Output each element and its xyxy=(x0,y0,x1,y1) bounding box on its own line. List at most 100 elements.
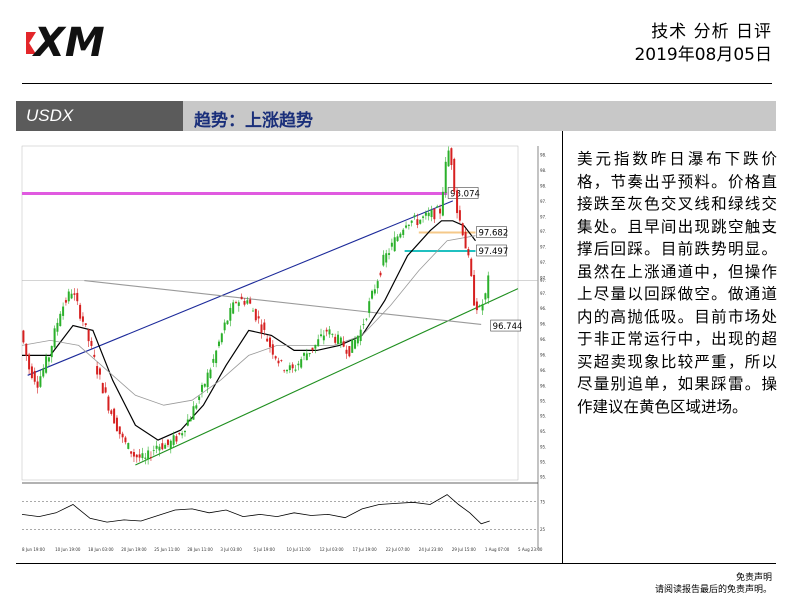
candle-body xyxy=(433,208,436,220)
level-label-box-2 xyxy=(476,244,507,257)
candle-body xyxy=(399,233,402,238)
candle-body xyxy=(130,451,133,454)
candle-body xyxy=(178,432,181,435)
candle-body xyxy=(203,383,206,387)
candle-body xyxy=(305,353,308,361)
commentary-text: 美元指数昨日瀑布下跌价格，节奏出乎预料。价格直接跌至灰色交叉线和绿线交集处。且早… xyxy=(577,150,777,416)
candle-body xyxy=(311,347,314,351)
candle-body xyxy=(371,290,374,299)
section-bar: USDX 趋势：上涨趋势 xyxy=(16,101,776,131)
candle-body xyxy=(209,369,212,378)
oscillator-level-label: 25 xyxy=(540,527,546,532)
candle-body xyxy=(342,341,345,347)
candle-body xyxy=(269,337,271,347)
disclaimer-footer: 免责声明 请阅读报告最后的免责声明。 xyxy=(655,572,772,596)
trendline-1 xyxy=(135,288,519,466)
candle-body xyxy=(93,354,96,357)
candle-body xyxy=(308,352,311,355)
candle-body xyxy=(413,215,416,217)
last-price-label: 97.2?? xyxy=(540,278,546,283)
candle-body xyxy=(470,258,473,277)
candle-body xyxy=(90,340,93,346)
moving-average-0 xyxy=(22,220,476,441)
candle-body xyxy=(79,304,82,319)
candle-body xyxy=(484,293,487,300)
y-tick-label: 95.840 xyxy=(540,414,546,419)
candle-body xyxy=(135,454,138,458)
candle-body xyxy=(84,323,87,325)
candle-body xyxy=(198,396,201,400)
y-tick-label: 98.150 xyxy=(540,183,546,188)
candle-body xyxy=(36,381,39,388)
candle-body xyxy=(453,158,456,192)
x-tick-label: 28 Jun 11:00 xyxy=(187,547,213,552)
x-tick-label: 29 Jul 15:00 xyxy=(452,547,476,552)
candle-body xyxy=(407,224,410,226)
candle-body xyxy=(345,349,348,354)
level-label-box-1 xyxy=(476,226,507,238)
candle-body xyxy=(226,320,229,325)
candle-body xyxy=(441,191,444,216)
x-tick-label: 22 Jul 07:00 xyxy=(386,547,410,552)
candle-body xyxy=(164,444,167,449)
candle-body xyxy=(475,301,478,311)
candle-body xyxy=(76,292,79,302)
candle-body xyxy=(337,334,340,344)
candle-body xyxy=(274,356,277,359)
candle-body xyxy=(237,302,240,306)
price-chart: 98.460 98.305 98.150 97.995 97.840 97.690 97.5… xyxy=(21,145,546,552)
candle-body xyxy=(325,329,328,332)
candle-body xyxy=(98,368,101,375)
y-tick-label: 95.380 xyxy=(540,460,546,465)
chart-frame xyxy=(21,145,519,481)
candle-body xyxy=(110,410,113,414)
panel-divider xyxy=(562,131,563,563)
candle-body xyxy=(427,212,430,217)
x-tick-label: 10 Jul 11:00 xyxy=(287,547,311,552)
candle-body xyxy=(42,368,45,377)
candle-body xyxy=(220,333,223,343)
candle-body xyxy=(410,220,413,223)
y-tick-label: 97.995 xyxy=(540,199,546,204)
level-label-0: 98.074 xyxy=(450,189,480,199)
trendline-0 xyxy=(27,200,454,376)
candle-body xyxy=(212,358,215,363)
candle-body xyxy=(53,328,56,348)
candle-body xyxy=(317,339,320,347)
candle-body xyxy=(439,208,442,214)
candle-body xyxy=(419,219,422,224)
candle-body xyxy=(124,437,127,443)
candle-body xyxy=(215,350,218,364)
candle-body xyxy=(249,299,252,304)
candle-body xyxy=(456,190,459,214)
report-header: 技术 分析 日评 2019年08月05日 xyxy=(634,20,772,66)
y-tick-label: 97.380 xyxy=(540,260,546,265)
candle-body xyxy=(266,338,269,342)
candle-body xyxy=(354,339,357,349)
candle-body xyxy=(175,436,178,442)
candle-body xyxy=(81,316,84,322)
y-tick-label: 97.070 xyxy=(540,291,546,296)
candle-body xyxy=(351,339,354,353)
candle-body xyxy=(243,300,246,305)
trend-label: 趋势：上涨趋势 xyxy=(194,111,313,131)
candle-body xyxy=(189,418,192,422)
candle-body xyxy=(339,337,342,344)
candle-body xyxy=(362,324,365,326)
x-tick-label: 10 Jun 19:00 xyxy=(55,547,81,552)
candle-body xyxy=(240,296,243,300)
level-label-1: 97.682 xyxy=(478,229,508,239)
y-tick-label: 96.610 xyxy=(540,337,546,342)
candle-body xyxy=(320,334,323,337)
candle-body xyxy=(195,405,198,409)
report-title: 技术 分析 日评 xyxy=(651,22,772,42)
candle-body xyxy=(39,376,42,387)
candle-body xyxy=(96,366,99,375)
candle-body xyxy=(257,316,260,319)
header-divider xyxy=(22,83,772,84)
candle-body xyxy=(359,329,362,342)
candle-body xyxy=(436,206,439,208)
x-tick-label: 1 Aug 07:00 xyxy=(485,547,510,552)
candle-body xyxy=(67,291,70,302)
xm-logo: XM xyxy=(26,20,105,66)
